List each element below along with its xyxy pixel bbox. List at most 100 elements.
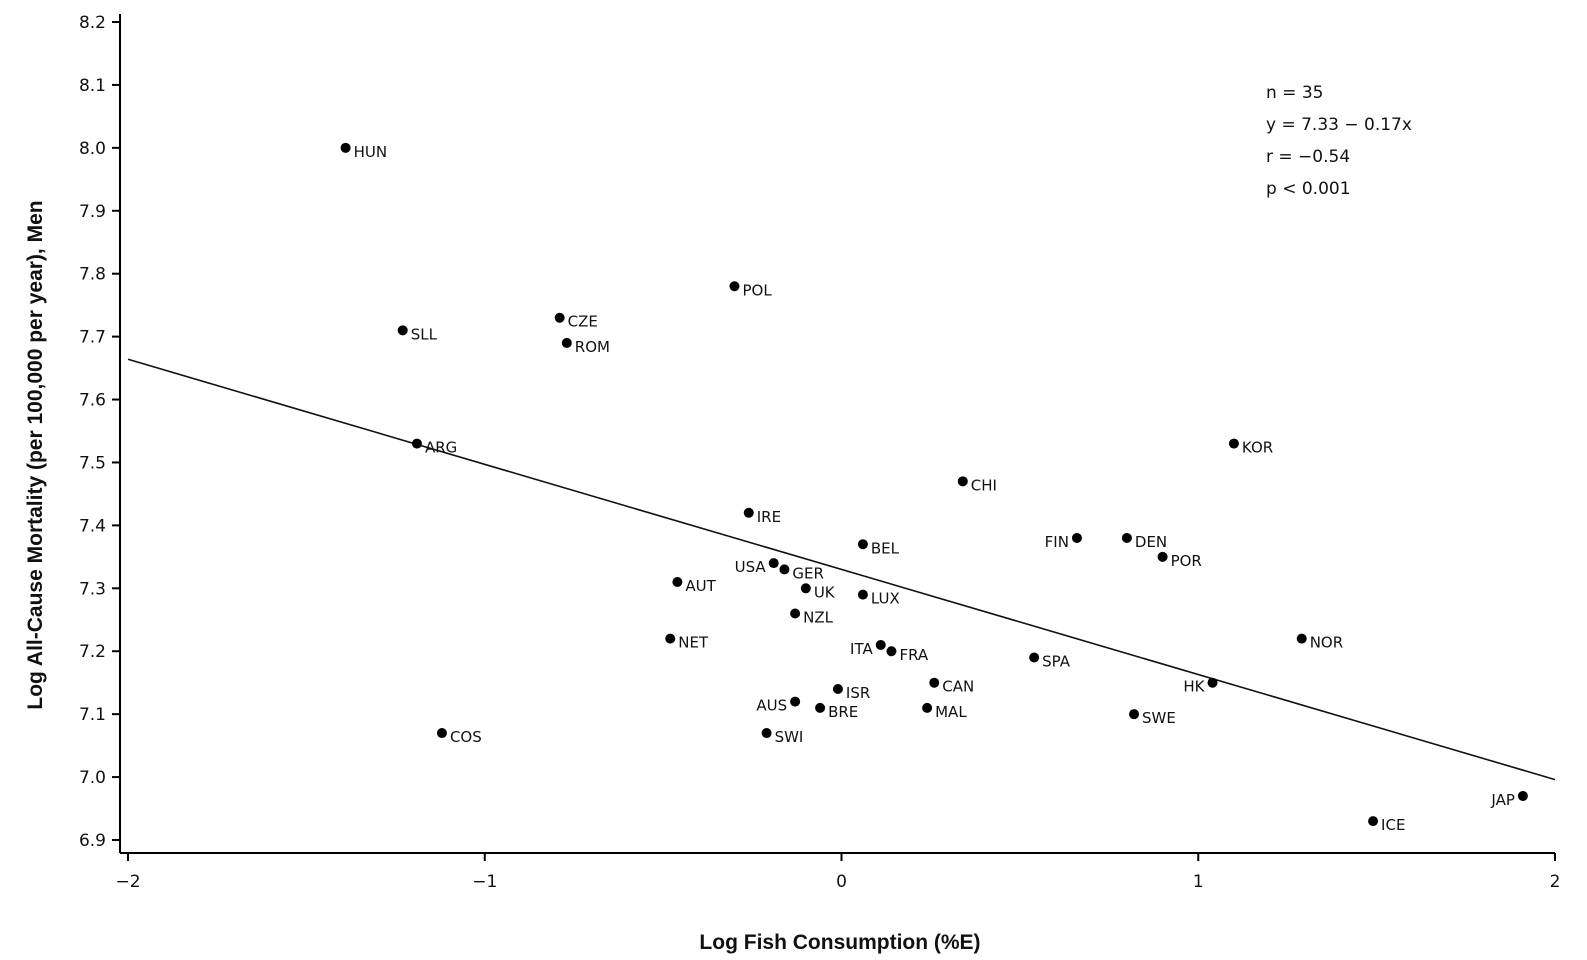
stat-line: y = 7.33 − 0.17x — [1266, 115, 1412, 135]
data-point — [832, 683, 843, 694]
x-tick-label: 2 — [1550, 872, 1561, 892]
data-point — [1517, 790, 1528, 801]
data-point — [1029, 652, 1040, 663]
axes — [119, 14, 1555, 854]
y-tick-label: 7.7 — [79, 328, 106, 348]
data-point-label: HK — [1183, 678, 1205, 696]
y-tick-label: 7.8 — [79, 265, 106, 285]
data-point-label: ITA — [850, 640, 873, 658]
data-point — [397, 325, 408, 336]
data-point-label: SPA — [1042, 653, 1071, 671]
data-point-label: AUT — [685, 577, 716, 595]
stat-line: n = 35 — [1266, 83, 1323, 103]
data-point-label: FRA — [899, 646, 928, 664]
data-point-label: JAP — [1490, 791, 1514, 809]
data-point-label: UK — [814, 583, 836, 601]
data-point — [1121, 532, 1132, 543]
data-point-label: COS — [450, 728, 482, 746]
y-tick-label: 7.1 — [79, 705, 106, 725]
data-point-label: SWE — [1142, 709, 1176, 727]
data-point — [1207, 677, 1218, 688]
data-point — [790, 696, 801, 707]
y-tick-label: 6.9 — [79, 831, 106, 851]
data-point — [815, 702, 826, 713]
data-point-label: MAL — [935, 703, 967, 721]
data-point — [340, 142, 351, 153]
data-point-label: FIN — [1045, 533, 1069, 551]
y-axis-ticks: 6.9 7.0 7.1 7.2 7.3 7.4 7.5 7.6 7.7 7.8 7.9 8.0 8.1 8… — [79, 13, 120, 851]
y-tick-label: 7.5 — [79, 453, 106, 473]
x-axis-ticks: −2 −1 0 1 2 — [115, 853, 1560, 892]
y-tick-label: 7.2 — [79, 642, 106, 662]
x-tick-label: 1 — [1193, 872, 1204, 892]
data-point — [800, 583, 811, 594]
data-point-label: POL — [742, 281, 772, 299]
data-point — [729, 281, 740, 292]
data-point-label: BRE — [828, 703, 858, 721]
data-point-label: BEL — [871, 539, 900, 557]
stat-line: r = −0.54 — [1266, 147, 1350, 167]
data-point — [665, 633, 676, 644]
data-point-label: NZL — [803, 608, 833, 626]
data-point — [768, 558, 779, 569]
data-point — [922, 702, 933, 713]
data-point-label: CAN — [942, 678, 974, 696]
data-point — [1071, 532, 1082, 543]
data-point-label: ARG — [425, 439, 457, 457]
y-tick-label: 8.2 — [79, 13, 106, 33]
data-point — [436, 728, 447, 739]
data-point — [411, 438, 422, 449]
data-point-label: GER — [792, 564, 824, 582]
data-point-label: ISR — [846, 684, 870, 702]
data-point — [857, 589, 868, 600]
data-point — [886, 646, 897, 657]
data-point — [554, 312, 565, 323]
x-axis-title: Log Fish Consumption (%E) — [699, 931, 980, 954]
data-point-label: CZE — [568, 313, 598, 331]
data-point — [957, 476, 968, 487]
stat-line: p < 0.001 — [1266, 179, 1351, 199]
y-tick-label: 8.0 — [79, 139, 106, 159]
data-point-label: SWI — [775, 728, 804, 746]
data-point-label: POR — [1171, 552, 1202, 570]
data-point — [1296, 633, 1307, 644]
data-points: HUN POL CZE SLL ROM ARG KOR CHI IRE DEN FIN BEL POR U… — [340, 142, 1528, 834]
data-point — [790, 608, 801, 619]
data-point — [929, 677, 940, 688]
data-point — [1129, 709, 1140, 720]
data-point-label: KOR — [1242, 439, 1273, 457]
data-point-label: NOR — [1310, 634, 1343, 652]
data-point — [672, 577, 683, 588]
data-point-label: LUX — [871, 590, 900, 608]
x-tick-label: −1 — [472, 872, 497, 892]
y-tick-label: 7.4 — [79, 516, 106, 536]
x-tick-label: −2 — [115, 872, 140, 892]
data-point-label: SLL — [411, 325, 438, 343]
y-tick-label: 7.9 — [79, 202, 106, 222]
y-tick-label: 7.3 — [79, 579, 106, 599]
y-tick-label: 7.0 — [79, 768, 106, 788]
y-axis-title: Log All-Cause Mortality (per 100,000 per… — [24, 200, 47, 709]
data-point-label: DEN — [1135, 533, 1167, 551]
data-point-label: AUS — [756, 697, 787, 715]
data-point — [1368, 816, 1379, 827]
y-tick-label: 8.1 — [79, 76, 106, 96]
y-tick-label: 7.6 — [79, 391, 106, 411]
data-point-label: NET — [678, 634, 709, 652]
data-point — [779, 564, 790, 575]
data-point-label: HUN — [354, 143, 387, 161]
regression-line — [127, 358, 1556, 781]
stats-annotation: n = 35 y = 7.33 − 0.17x r = −0.54 p < 0.001 — [1266, 83, 1412, 199]
data-point-label: ICE — [1381, 816, 1405, 834]
data-point-label: USA — [735, 558, 767, 576]
x-tick-label: 0 — [836, 872, 847, 892]
data-point — [1157, 551, 1168, 562]
data-point — [761, 728, 772, 739]
data-point — [743, 507, 754, 518]
data-point-label: CHI — [971, 476, 997, 494]
data-point — [857, 539, 868, 550]
data-point — [1228, 438, 1239, 449]
data-point — [561, 337, 572, 348]
data-point-label: IRE — [757, 508, 781, 526]
